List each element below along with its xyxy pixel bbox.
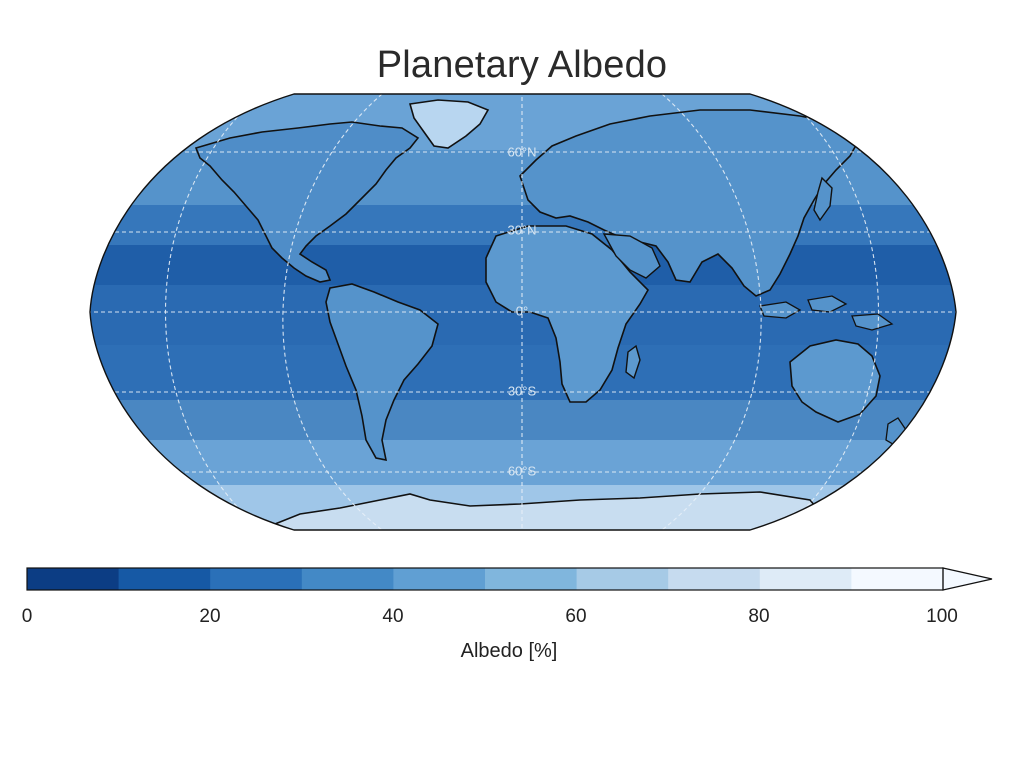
colorbar-swatch <box>301 568 394 590</box>
lat-label-30n: 30°N <box>507 222 537 238</box>
lat-label-60s: 60°S <box>507 463 537 479</box>
south-america <box>325 283 439 462</box>
lat-label-equator: 0° <box>515 303 529 319</box>
southern-ocean-band <box>90 440 956 485</box>
colorbar-swatch <box>576 568 669 590</box>
colorbar-tick-60: 60 <box>565 606 587 627</box>
eurasia <box>519 109 862 297</box>
colorbar-swatch <box>210 568 303 590</box>
colorbar-frame <box>26 567 944 591</box>
japan <box>813 176 833 222</box>
maritime-continent <box>759 295 894 331</box>
colorbar-swatch <box>27 568 120 590</box>
greenland <box>408 99 490 149</box>
map-title: Planetary Albedo <box>376 44 668 86</box>
africa <box>485 225 649 403</box>
gridlines <box>90 94 956 530</box>
colorbar-tick-100: 100 <box>926 606 958 627</box>
colorbar-swatch <box>118 568 211 590</box>
north-america <box>194 121 420 283</box>
lat-label-60n: 60°N <box>507 144 537 160</box>
colorbar-swatch <box>851 568 944 590</box>
globe-outline <box>89 93 957 531</box>
colorbar-swatch <box>759 568 852 590</box>
colorbar-tick-20: 20 <box>199 606 221 627</box>
colorbar-swatch <box>393 568 486 590</box>
colorbar-extend-arrow <box>942 567 993 591</box>
madagascar <box>625 344 641 380</box>
colorbar-tick-0: 0 <box>21 606 33 627</box>
albedo-map <box>26 93 993 591</box>
colorbar-swatch <box>485 568 578 590</box>
lat-label-30s: 30°S <box>507 383 537 399</box>
colorbar <box>27 568 944 590</box>
colorbar-swatch <box>668 568 761 590</box>
colorbar-tick-80: 80 <box>748 606 770 627</box>
colorbar-label: Albedo [%] <box>460 640 558 662</box>
colorbar-tick-40: 40 <box>382 606 404 627</box>
australia <box>789 339 881 423</box>
albedo-field <box>90 94 956 530</box>
arabia <box>602 233 661 279</box>
